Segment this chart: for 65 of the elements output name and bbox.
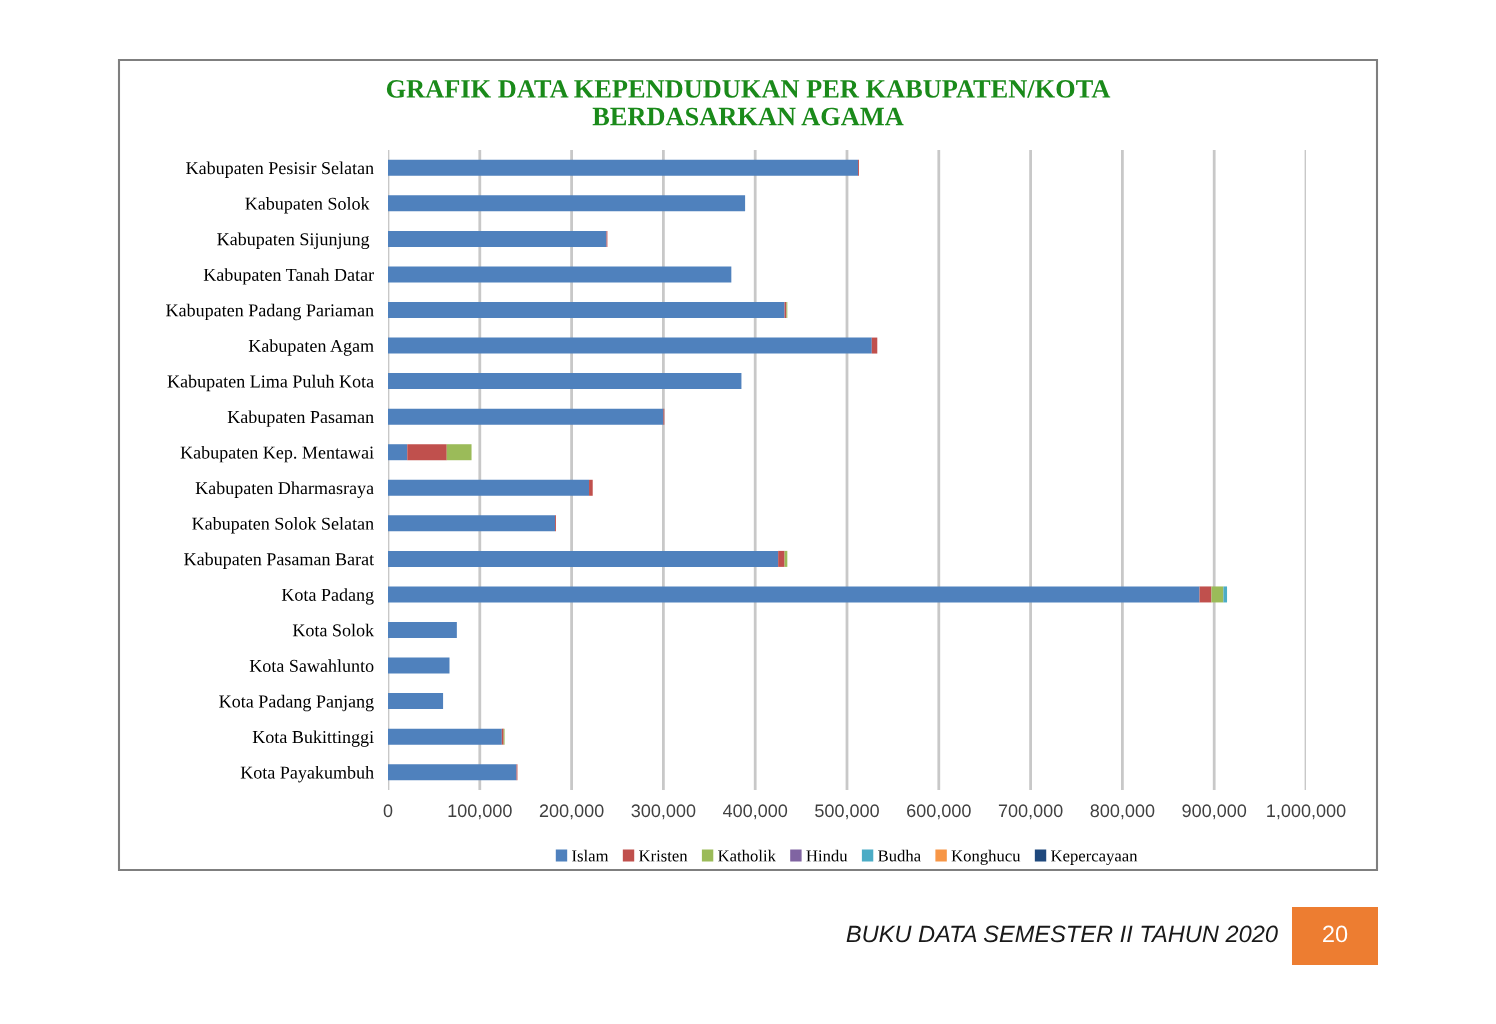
bar [388, 728, 502, 745]
y-tick-label: Kabupaten Lima Puluh Kota [167, 374, 374, 392]
legend-label: Katholik [718, 849, 776, 862]
x-tick-label: 200,000 [539, 804, 604, 820]
legend-label: Kristen [639, 850, 688, 862]
bar [388, 302, 785, 318]
bar [388, 693, 444, 710]
chart-title: GRAFIK DATA KEPENDUDUKAN PER KABUPATEN/KOTA BERDASARKAN AGAMA [386, 80, 1111, 126]
legend-label: Budha [878, 849, 921, 862]
y-tick-label: Kabupaten Padang Pariaman [166, 303, 374, 321]
bar [1223, 586, 1228, 603]
bar [1199, 586, 1212, 603]
y-tick-label: Kabupaten Pasaman [227, 410, 374, 427]
bar [388, 657, 450, 674]
bar [388, 195, 746, 212]
bar [1211, 586, 1224, 603]
x-tick-label: 1,000,000 [1267, 804, 1346, 820]
x-tick-label: 900,000 [1182, 804, 1247, 820]
bar [388, 764, 517, 781]
legend-label: Islam [572, 849, 609, 862]
bar [446, 444, 472, 461]
y-tick-label: Kabupaten Tanah Datar [203, 268, 374, 285]
y-tick-label: Kota Sawahlunto [249, 659, 374, 672]
y-tick-label: Kota Padang Panjang [219, 694, 374, 712]
y-tick-label: Kabupaten Dharmasraya [195, 481, 374, 498]
text: BUKU DATA SEMESTER II TAHUN 2020 [846, 925, 1278, 943]
bar [388, 230, 607, 247]
bar [388, 479, 590, 496]
x-tick-label: 0 [383, 804, 393, 818]
bar [407, 444, 447, 461]
y-tick-label: Kabupaten Solok [245, 197, 370, 214]
y-tick-label: Kota Payakumbuh [240, 765, 374, 783]
bar [388, 266, 732, 283]
y-tick-label: Kabupaten Agam [248, 339, 374, 356]
x-tick-label: 600,000 [907, 804, 971, 820]
bar [589, 479, 593, 496]
x-tick-label: 100,000 [448, 804, 512, 820]
y-tick-label: Kota Bukittinggi [252, 730, 374, 747]
bar [388, 159, 859, 176]
bar [388, 586, 1200, 603]
x-tick-label: 500,000 [815, 804, 879, 820]
bar [388, 373, 742, 390]
legend-label: Konghucu [951, 849, 1021, 865]
x-tick-label: 800,000 [1090, 804, 1155, 820]
text: 20 [1323, 925, 1348, 943]
y-tick-label: Kabupaten Pesisir Selatan [186, 161, 374, 178]
bar [388, 515, 556, 532]
y-tick-label: Kota Solok [292, 623, 375, 637]
bar [778, 550, 785, 567]
y-tick-label: Kabupaten Solok Selatan [192, 517, 374, 534]
bar [388, 444, 408, 461]
y-tick-label: Kabupaten Sijunjung [217, 232, 370, 250]
bar [388, 622, 457, 638]
bar [388, 337, 872, 354]
bar [388, 408, 664, 425]
x-tick-label: 700,000 [998, 804, 1063, 820]
y-tick-label: Kota Padang [281, 588, 374, 605]
bar [388, 550, 779, 567]
x-tick-label: 300,000 [631, 804, 696, 820]
bar [871, 337, 878, 354]
y-tick-label: Kabupaten Pasaman Barat [184, 552, 374, 569]
y-tick-label: Kabupaten Kep. Mentawai [180, 445, 374, 463]
legend-label: Hindu [806, 849, 848, 862]
x-tick-label: 400,000 [722, 804, 788, 820]
legend-label: Kepercayaan [1051, 850, 1138, 865]
